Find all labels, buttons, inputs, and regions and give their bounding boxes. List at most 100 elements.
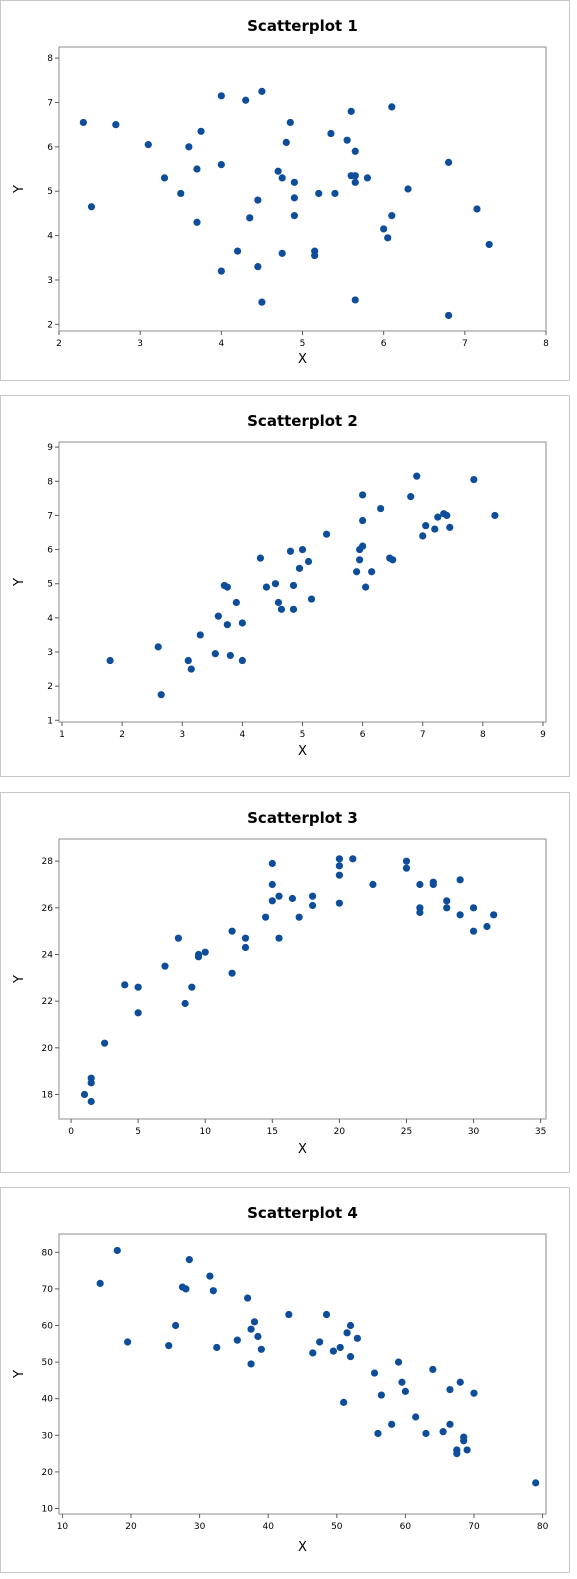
scatter-point <box>485 240 493 249</box>
scatter-point <box>185 143 193 151</box>
y-tick-label: 20 <box>42 1468 54 1478</box>
scatter-point <box>213 1343 221 1352</box>
scatter-point <box>407 493 415 501</box>
scatter-point <box>172 1321 180 1330</box>
scatter-point <box>274 167 282 175</box>
y-tick-label: 24 <box>42 951 54 961</box>
scatter-point <box>194 953 203 961</box>
scatter-point <box>241 934 250 942</box>
scatter-point <box>101 1039 109 1047</box>
scatter-point <box>223 621 231 629</box>
scatter-point <box>304 557 313 566</box>
scatter-point <box>359 491 367 499</box>
y-axis-label: Y <box>12 975 27 984</box>
x-tick-label: 15 <box>267 1127 278 1137</box>
scatter-point <box>233 1336 241 1344</box>
scatter-point <box>532 1479 540 1487</box>
scatter-point <box>177 189 185 198</box>
scatter-point <box>308 901 317 910</box>
plot-frame <box>58 46 547 332</box>
scatter-point <box>394 1358 403 1366</box>
y-tick-label: 80 <box>42 1248 54 1258</box>
scatter-point <box>416 908 424 917</box>
scatter-point <box>286 118 294 127</box>
scatter-point <box>113 1246 121 1255</box>
scatter-point <box>209 1287 217 1295</box>
scatter-point <box>429 1365 437 1374</box>
y-axis-label: Y <box>12 185 27 194</box>
scatter-point <box>434 513 442 521</box>
scatter-point <box>422 522 430 530</box>
chart-title: Scatterplot 3 <box>247 809 358 827</box>
scatter-point <box>346 1353 355 1361</box>
scatter-point <box>96 1279 104 1288</box>
scatter-point <box>160 174 169 182</box>
y-tick-label: 2 <box>47 682 53 692</box>
y-axis-label: Y <box>12 578 27 587</box>
scatter-point <box>456 876 464 884</box>
scatter-point <box>349 855 357 863</box>
x-tick-label: 50 <box>331 1522 343 1532</box>
scatter-point <box>242 96 250 104</box>
x-tick-label: 9 <box>540 730 546 740</box>
y-tick-label: 8 <box>47 54 53 64</box>
scatter-point <box>228 927 236 935</box>
y-tick-label: 6 <box>47 143 53 153</box>
scatter-point <box>193 165 201 173</box>
scatter-point <box>443 511 451 520</box>
y-tick-label: 26 <box>42 904 54 914</box>
scatter-point <box>347 107 355 115</box>
scatter-point <box>256 554 265 562</box>
scatter-point <box>290 178 298 186</box>
scatter-point <box>121 981 129 989</box>
scatter-point <box>197 127 205 135</box>
scatter-point <box>335 855 343 863</box>
scatter-point <box>353 568 361 576</box>
y-tick-label: 5 <box>47 187 53 197</box>
scatter-point <box>217 160 225 169</box>
plot-frame <box>58 838 547 1120</box>
scatter-point <box>388 103 396 111</box>
x-tick-label: 0 <box>68 1127 74 1137</box>
scatter-point <box>268 880 276 889</box>
scatterplot-1: Scatterplot 1 X Y 2 3 4 5 6 7 8 2 3 4 5 6 7 8 <box>12 17 549 367</box>
scatter-point <box>184 656 192 665</box>
scatter-point <box>217 267 225 275</box>
x-tick-label: 8 <box>543 339 549 349</box>
x-tick-label: 10 <box>57 1522 69 1532</box>
y-tick-label: 3 <box>47 276 53 286</box>
scatter-point <box>268 897 276 905</box>
x-tick-label: 4 <box>218 339 224 349</box>
scatter-point <box>271 580 280 588</box>
scatter-point <box>359 516 367 525</box>
scatter-point <box>446 1420 454 1428</box>
x-axis-label: X <box>298 352 307 367</box>
scatter-point <box>182 1285 190 1293</box>
scatter-point <box>295 913 303 921</box>
scatter-point <box>277 605 286 613</box>
scatter-point <box>247 1360 255 1368</box>
x-tick-label: 2 <box>119 730 125 740</box>
scatter-point <box>233 247 242 255</box>
scatter-point <box>388 212 396 220</box>
scatter-point <box>443 897 451 905</box>
scatter-point <box>377 1391 385 1399</box>
scatter-point <box>362 583 370 591</box>
scatter-point <box>123 1338 132 1346</box>
scatter-point <box>439 1428 447 1436</box>
scatter-point <box>196 631 204 639</box>
scatter-point <box>288 894 297 903</box>
chart-title: Scatterplot 4 <box>247 1204 358 1222</box>
x-tick-label: 4 <box>240 730 246 740</box>
scatter-point <box>254 263 262 271</box>
scatter-point <box>262 583 271 591</box>
scatter-point <box>185 1256 193 1264</box>
x-tick-label: 35 <box>535 1127 546 1137</box>
scatterplot-4: Scatterplot 4 X Y 10 20 30 40 50 60 70 80 10 20 30 40 5… <box>12 1204 549 1555</box>
scatter-point <box>311 251 319 260</box>
scatter-point <box>463 1446 471 1454</box>
y-tick-label: 1 <box>47 716 53 726</box>
scatter-point <box>285 1310 293 1319</box>
scatter-point <box>356 556 364 564</box>
x-tick-label: 2 <box>56 339 62 349</box>
